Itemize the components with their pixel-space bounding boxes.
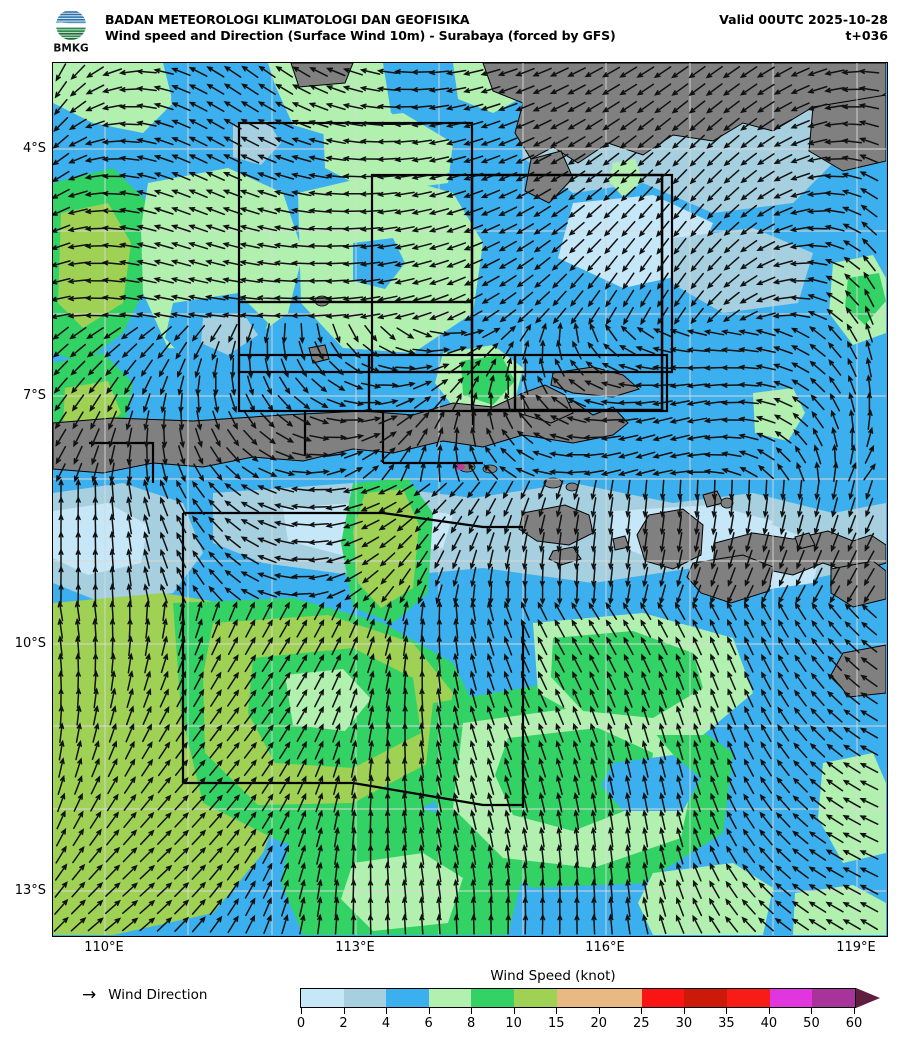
colorbar-tick-4 [471, 1008, 473, 1014]
xtick-label-2: 116°E [585, 940, 625, 955]
colorbar-ticklabel-9: 30 [675, 1016, 693, 1031]
xtick-label-0: 110°E [84, 940, 124, 955]
colorbar-segment-8 [641, 989, 685, 1007]
colorbar-extend-arrow [856, 988, 880, 1008]
colorbar-segment-3 [428, 989, 472, 1007]
colorbar-ticklabel-1: 2 [339, 1016, 348, 1031]
colorbar-tick-9 [683, 1008, 685, 1014]
ytick-label-3: 13°S [14, 883, 46, 898]
colorbar-tick-1 [343, 1008, 345, 1014]
colorbar-segment-1 [343, 989, 387, 1007]
marine-zone-boundaries [89, 121, 674, 808]
colorbar-tick-8 [641, 1008, 643, 1014]
page-header: BMKG BADAN METEOROLOGI KLIMATOLOGI DAN G… [0, 0, 902, 58]
bmkg-logo: BMKG [49, 8, 93, 54]
validity-block: Valid 00UTC 2025-10-28 t+036 [719, 12, 888, 44]
colorbar-ticklabel-8: 25 [633, 1016, 650, 1031]
colorbar-segment-12 [812, 989, 855, 1007]
xtick-label-1: 113°E [335, 940, 375, 955]
colorbar-tick-6 [556, 1008, 558, 1014]
colorbar-segment-11 [769, 989, 813, 1007]
colorbar-ticklabel-11: 40 [760, 1016, 778, 1031]
colorbar-ticklabel-6: 15 [547, 1016, 565, 1031]
colorbar-tick-3 [428, 1008, 430, 1014]
agency-name: BADAN METEOROLOGI KLIMATOLOGI DAN GEOFIS… [105, 12, 470, 27]
colorbar-segment-4 [471, 989, 515, 1007]
colorbar-segment-6 [556, 989, 600, 1007]
colorbar-segment-5 [514, 989, 557, 1007]
colorbar-segment-0 [301, 989, 344, 1007]
wind-direction-legend: → Wind Direction [82, 985, 207, 1005]
colorbar-tick-5 [513, 1008, 515, 1014]
colorbar-tick-13 [854, 1008, 855, 1014]
colorbar-title-text: Wind Speed (knot) [490, 968, 616, 984]
wind-map-plot[interactable] [52, 62, 888, 937]
colorbar-ticklabel-4: 8 [467, 1016, 476, 1031]
colorbar-tick-7 [598, 1008, 600, 1014]
bmkg-logo-icon: BMKG [53, 10, 89, 55]
wind-direction-arrow-icon: → [82, 984, 97, 1005]
ytick-label-2: 10°S [14, 636, 46, 651]
product-subtitle: Wind speed and Direction (Surface Wind 1… [105, 28, 616, 43]
lead-time: t+036 [845, 28, 888, 43]
bmkg-logo-text: BMKG [53, 43, 88, 55]
colorbar-segment-9 [684, 989, 728, 1007]
colorbar-ticklabel-5: 10 [505, 1016, 522, 1031]
colorbar-tick-2 [386, 1008, 388, 1014]
wind-speed-field [53, 63, 886, 935]
wind-direction-legend-label: Wind Direction [108, 987, 208, 1003]
colorbar-segment-2 [386, 989, 429, 1007]
colorbar-segment-10 [727, 989, 770, 1007]
colorbar-segments [300, 988, 856, 1008]
xtick-label-3: 119°E [836, 940, 876, 955]
ytick-label-1: 7°S [22, 388, 46, 403]
colorbar-ticklabel-0: 0 [296, 1016, 306, 1031]
ytick-label-0: 4°S [22, 141, 46, 156]
colorbar-title: Wind Speed (knot) [0, 968, 902, 984]
colorbar-tick-11 [768, 1008, 770, 1014]
magenta-island-marker [455, 464, 465, 470]
colorbar-segment-7 [599, 989, 642, 1007]
colorbar-ticks: 0 2 4 6 8 10 15 20 25 30 35 40 50 60 [296, 1008, 862, 1038]
colorbar-ticklabel-12: 50 [803, 1016, 820, 1031]
valid-time: Valid 00UTC 2025-10-28 [719, 12, 888, 27]
wind-direction-vectors [53, 63, 880, 935]
colorbar-ticklabel-7: 20 [590, 1016, 608, 1031]
wind-speed-colorbar[interactable]: 0 2 4 6 8 10 15 20 25 30 35 40 50 60 [296, 987, 890, 1040]
colorbar-tick-0 [301, 1008, 302, 1014]
colorbar-ticklabel-2: 4 [381, 1016, 391, 1031]
colorbar-tick-12 [811, 1008, 813, 1014]
header-titles: BADAN METEOROLOGI KLIMATOLOGI DAN GEOFIS… [105, 12, 616, 44]
colorbar-tick-10 [726, 1008, 728, 1014]
colorbar-ticklabel-3: 6 [424, 1016, 433, 1031]
colorbar-ticklabel-13: 60 [845, 1016, 863, 1031]
colorbar-ticklabel-10: 35 [718, 1016, 735, 1031]
